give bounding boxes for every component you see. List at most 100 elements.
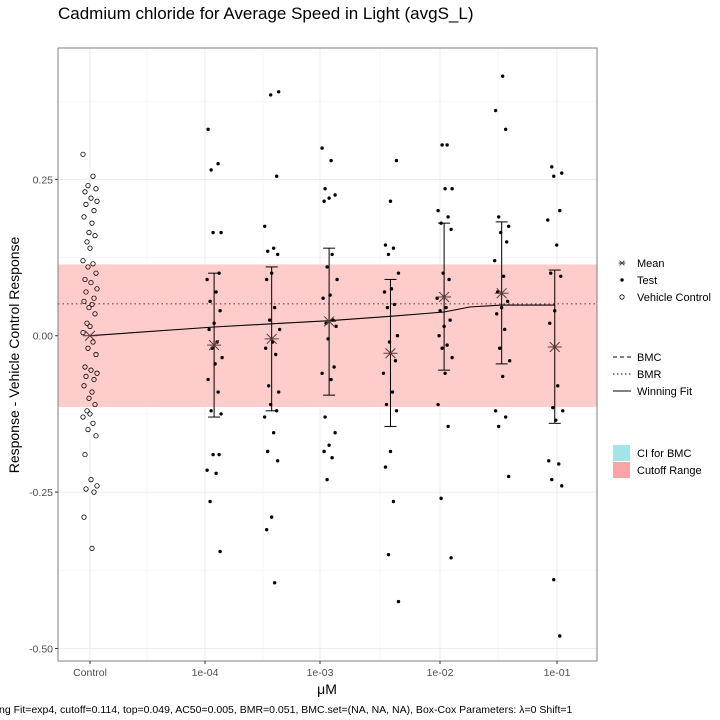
vehicle-control-point [89,545,95,552]
test-point [447,277,451,282]
test-point [330,456,334,460]
test-point [275,459,280,463]
test-point [383,465,388,469]
vehicle-control-point [84,320,90,326]
vehicle-control-point [90,173,96,179]
test-point [501,274,506,279]
test-point [333,193,337,197]
vehicle-control-point [94,198,100,204]
test-point [549,271,553,275]
vehicle-control-point [85,345,91,351]
test-point [443,187,447,191]
test-point [560,484,564,488]
test-point [262,415,267,419]
test-point [446,424,450,429]
test-point [493,409,498,413]
vehicle-control-point [84,239,90,245]
test-point [492,258,497,263]
test-point [266,384,271,388]
test-point [262,224,267,228]
vehicle-control-point [80,151,86,157]
test-point [396,271,401,275]
test-point [443,371,447,375]
test-point [330,252,334,257]
test-point [506,474,511,479]
vehicle-control-point [92,311,98,317]
y-tick-label: 0.25 [33,174,54,186]
cutoff-range-band [58,264,597,408]
test-point [269,515,274,519]
legend-label: Cutoff Range [637,465,702,477]
vehicle-control-point [91,208,97,214]
test-point [219,230,223,235]
test-point [391,499,396,504]
test-point [555,243,559,247]
test-point [440,143,444,147]
test-point [548,321,552,325]
test-point [323,415,327,419]
vehicle-control-point [90,339,96,345]
legend-label: BMC [637,352,662,364]
test-point [497,346,502,350]
vehicle-control-point [89,389,95,395]
vehicle-control-point [93,351,99,358]
test-point [546,218,550,222]
test-point [504,240,509,244]
test-point [325,265,329,269]
vehicle-control-point [94,370,100,376]
test-point [268,93,273,97]
legend-label: CI for BMC [637,448,691,460]
test-point [436,402,440,407]
test-point [559,274,563,279]
test-point [220,355,224,360]
footer-caption: ng Fit=exp4, cutoff=0.114, top=0.049, AC… [0,704,572,716]
test-point [437,334,441,338]
test-point [506,224,511,228]
test-point [321,296,325,300]
test-point [396,599,401,604]
test-point [493,108,498,113]
vehicle-control-point [93,186,99,192]
test-point [560,171,564,175]
test-point [329,158,333,163]
test-point [394,158,399,163]
vehicle-control-point [94,483,100,489]
test-point [383,243,388,247]
test-point [552,174,556,178]
test-point [276,390,281,394]
vehicle-control-point [83,486,89,492]
test-point [334,324,338,329]
vehicle-control-point [87,245,93,251]
test-point [205,468,209,472]
test-point [392,302,397,307]
x-axis-title: μM [317,681,337,697]
vehicle-control-point [82,364,88,370]
chart-title: Cadmium chloride for Average Speed in Li… [58,4,473,23]
test-point [500,74,505,78]
test-point [320,371,324,375]
test-point [503,127,508,132]
test-point [205,277,209,282]
test-point [558,208,562,213]
test-point [276,90,281,94]
mean-marker [207,339,222,351]
plot-panel: 0.25 0.00 -0.25 -0.50 Control 1e-04 1e-03 1e-02… [29,47,598,679]
test-point [265,249,270,253]
vehicle-control-point [90,261,96,267]
vehicle-control-point [82,189,88,195]
test-point [557,462,561,466]
vehicle-control-point [91,489,97,495]
mean-marker [437,291,452,303]
test-point [438,309,442,313]
test-point [208,499,212,504]
test-point [445,343,449,347]
test-point [382,290,387,294]
mean-marker [264,333,279,345]
test-point [207,327,211,332]
mean-marker [383,347,398,359]
test-point [395,334,400,338]
vehicle-control-point [89,220,95,226]
vehicle-control-point [88,477,94,483]
vehicle-control-point [94,286,100,292]
vehicle-control-point [93,433,99,439]
